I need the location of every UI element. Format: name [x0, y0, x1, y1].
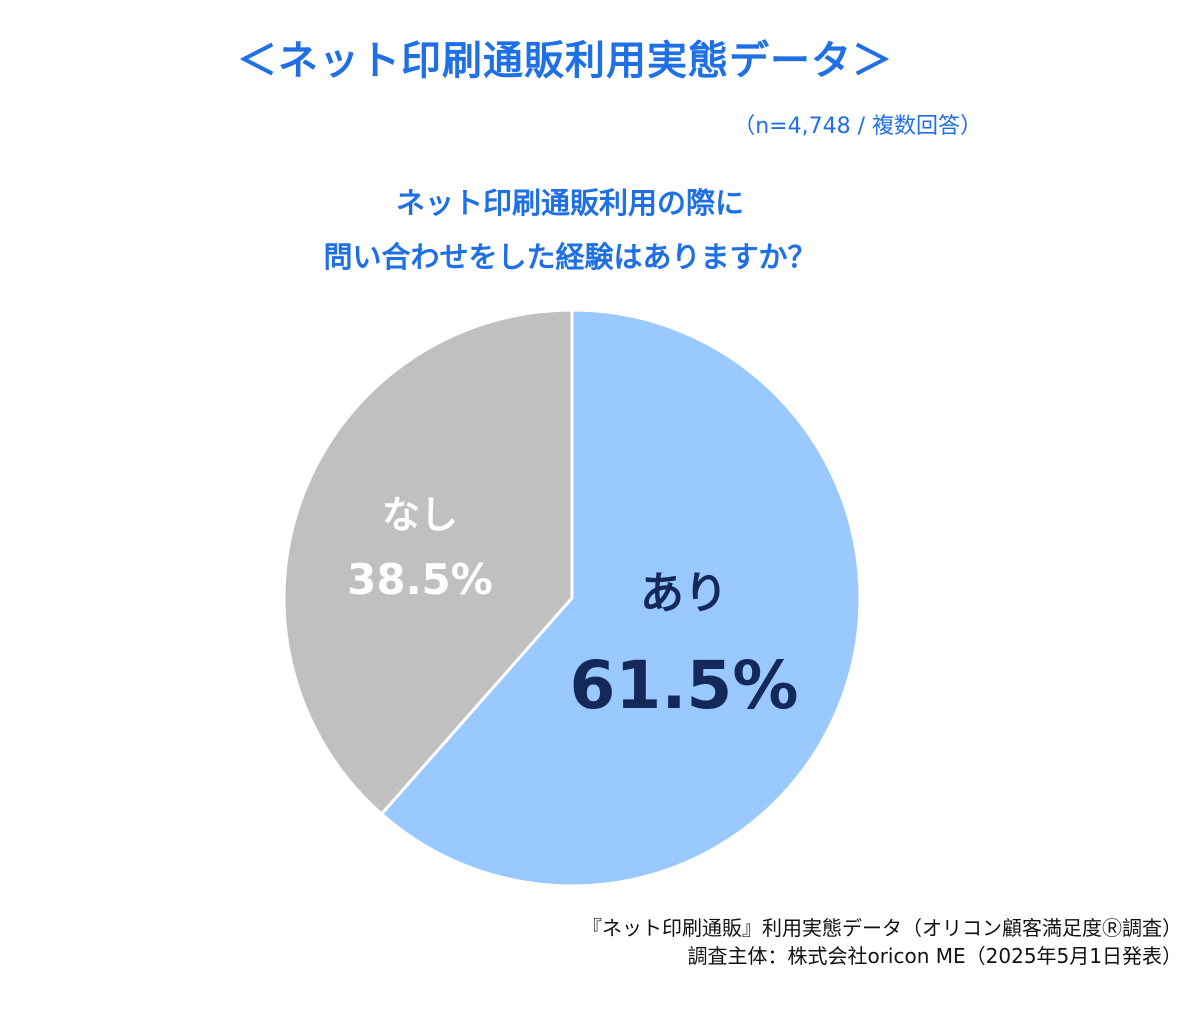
slice-value-yes: 61.5%	[570, 647, 799, 724]
source-line-1: 『ネット印刷通販』利用実態データ（オリコン顧客満足度Ⓡ調査）	[582, 916, 1182, 940]
sample-size-note: （n=4,748 / 複数回答）	[733, 114, 982, 139]
page-title: ＜ネット印刷通販利用実態データ＞	[237, 38, 893, 84]
slice-label-no: なし	[382, 493, 458, 537]
slice-value-no: 38.5%	[347, 555, 493, 604]
question-line-2: 問い合わせをした経験はありますか？	[323, 240, 817, 274]
source-line-2: 調査主体：株式会社oricon ME（2025年5月1日発表）	[687, 944, 1182, 968]
pie-slice-no	[282, 308, 574, 817]
pie-slice-yes	[379, 308, 862, 888]
slice-label-yes: あり	[640, 568, 728, 619]
question-line-1: ネット印刷通販利用の際に	[395, 186, 744, 220]
